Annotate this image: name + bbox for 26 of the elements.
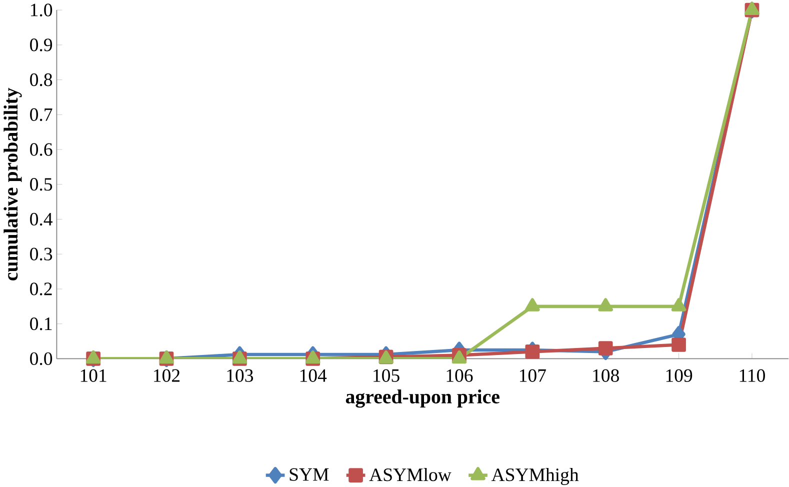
y-tick-label: 0.0 xyxy=(30,352,52,366)
x-tick-label: 108 xyxy=(593,369,619,382)
x-tick-label: 109 xyxy=(666,369,692,382)
legend-label: ASYMhigh xyxy=(491,468,579,485)
x-tick-label: 107 xyxy=(520,369,546,382)
y-tick-label: 1.0 xyxy=(30,4,52,16)
x-tick-label: 110 xyxy=(740,369,765,382)
y-tick-label: 0.5 xyxy=(30,178,52,191)
x-axis-title: agreed-upon price xyxy=(346,389,500,408)
y-tick-label: 0.9 xyxy=(30,38,52,52)
y-axis-title: cumulative probability xyxy=(4,88,22,280)
y-tick-label: 0.8 xyxy=(30,73,52,86)
y-tick-label: 0.7 xyxy=(30,108,52,121)
legend-label: ASYMlow xyxy=(369,468,452,482)
y-tick-label: 0.6 xyxy=(30,143,52,156)
x-tick-label: 104 xyxy=(300,369,327,382)
legend-label: SYM xyxy=(290,468,329,481)
y-tick-label: 0.2 xyxy=(30,282,52,296)
y-tick-label: 0.4 xyxy=(30,212,53,226)
y-tick-label: 0.3 xyxy=(30,248,52,260)
x-tick-label: 103 xyxy=(227,369,254,382)
x-tick-label: 105 xyxy=(374,369,400,382)
x-tick-label: 101 xyxy=(80,369,106,382)
y-tick-label: 0.1 xyxy=(30,317,52,330)
x-tick-label: 102 xyxy=(154,369,180,382)
x-tick-label: 106 xyxy=(446,369,473,382)
